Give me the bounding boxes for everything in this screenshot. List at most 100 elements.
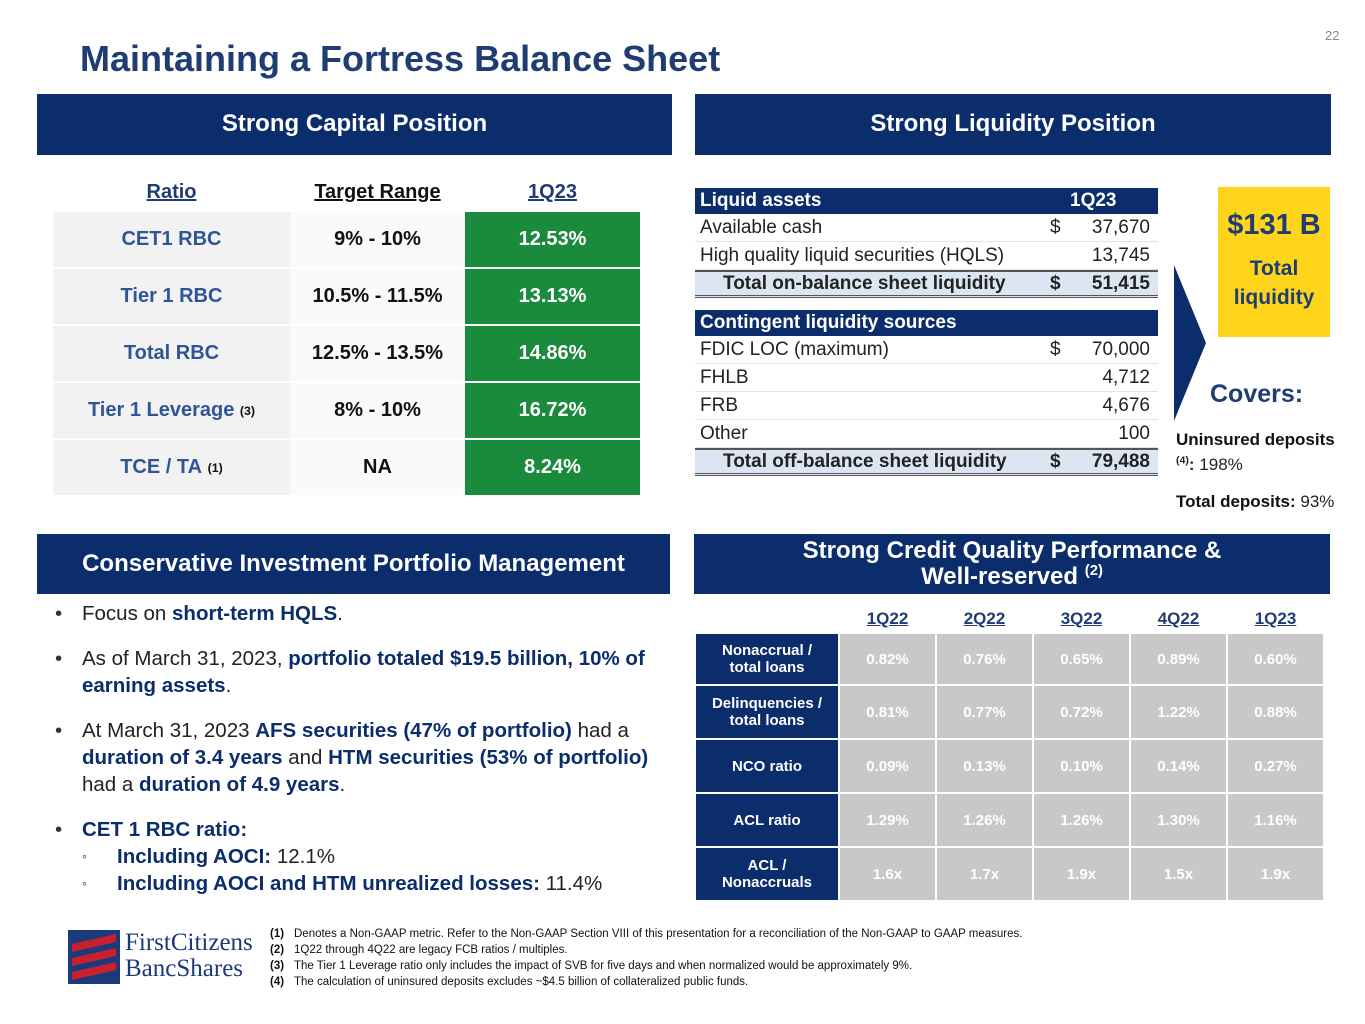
logo-mark bbox=[68, 930, 120, 984]
text: Focus on bbox=[82, 602, 173, 625]
credit-column: 1Q23 bbox=[1254, 609, 1297, 628]
liquidity-label: Total off-balance sheet liquidity bbox=[723, 450, 1007, 472]
credit-value: 0.60% bbox=[1228, 634, 1323, 684]
ratio-name-text: CET1 RBC bbox=[121, 228, 222, 250]
footnote: (3) The Tier 1 Leverage ratio only includ… bbox=[270, 958, 1270, 974]
bullet: CET 1 RBC ratio: bbox=[55, 816, 670, 843]
sub-bullet: Including AOCI: 12.1% bbox=[55, 843, 670, 870]
footnote-num: (1) bbox=[270, 928, 285, 940]
credit-header-text: Strong Credit Quality Performance & Well… bbox=[774, 537, 1250, 591]
covers-sup: (4) bbox=[1176, 454, 1189, 467]
liquid-assets-label: Liquid assets bbox=[700, 190, 822, 211]
logo-stripes bbox=[72, 934, 116, 980]
credit-value: 1.30% bbox=[1131, 794, 1226, 846]
credit-header: Strong Credit Quality Performance & Well… bbox=[694, 534, 1330, 594]
ratio-value: 13.13% bbox=[465, 269, 640, 324]
capital-row: Tier 1 Leverage (3) 8% - 10% 16.72% bbox=[53, 383, 640, 438]
footnote: (2) 1Q22 through 4Q22 are legacy FCB rati… bbox=[270, 942, 1270, 958]
bold-text: CET 1 RBC ratio: bbox=[82, 818, 248, 841]
credit-value: 0.10% bbox=[1034, 740, 1129, 792]
text: . bbox=[337, 602, 343, 625]
text: and bbox=[282, 746, 329, 769]
capital-row: CET1 RBC 9% - 10% 12.53% bbox=[53, 212, 640, 267]
covers-item: Total deposits: 93% bbox=[1176, 489, 1341, 514]
bullet: As of March 31, 2023, portfolio totaled … bbox=[55, 645, 670, 699]
liquidity-label: Available cash bbox=[700, 216, 823, 238]
logo-line1: FirstCitizens bbox=[125, 929, 253, 956]
investment-bullets: Focus on short-term HQLS. As of March 31,… bbox=[55, 600, 670, 897]
liquidity-row: Available cash $37,670 bbox=[695, 214, 1158, 242]
credit-value: 0.82% bbox=[840, 634, 935, 684]
credit-row: ACL / Nonaccruals 1.6x 1.7x 1.9x 1.5x 1.9x bbox=[696, 848, 1336, 900]
covers-title: Covers: bbox=[1210, 380, 1304, 408]
sub-bullet: Including AOCI and HTM unrealized losses… bbox=[55, 870, 670, 897]
text: had a bbox=[82, 773, 139, 796]
liquidity-label: Other bbox=[700, 422, 748, 444]
liquidity-label: Total on-balance sheet liquidity bbox=[723, 272, 1006, 294]
footnote-text: The calculation of uninsured deposits ex… bbox=[294, 976, 749, 988]
covers-value: 198% bbox=[1199, 455, 1243, 474]
credit-value: 0.88% bbox=[1228, 686, 1323, 738]
credit-value: 0.76% bbox=[937, 634, 1032, 684]
credit-value: 1.9x bbox=[1034, 848, 1129, 900]
liquidity-value: 37,670 bbox=[1091, 216, 1150, 238]
credit-value: 1.16% bbox=[1228, 794, 1323, 846]
text: As of March 31, 2023, bbox=[82, 647, 289, 670]
liquidity-label: FRB bbox=[700, 394, 738, 416]
credit-label: ACL ratio bbox=[696, 794, 838, 846]
credit-row: Delinquencies / total loans 0.81% 0.77% 0.7… bbox=[696, 686, 1336, 738]
liquidity-row: FHLB 4,712 bbox=[695, 364, 1158, 392]
credit-row: Nonaccrual / total loans 0.82% 0.76% 0.65% 0… bbox=[696, 634, 1336, 684]
credit-columns: 1Q22 2Q22 3Q22 4Q22 1Q23 bbox=[696, 606, 1336, 632]
credit-label: Nonaccrual / total loans bbox=[696, 634, 838, 684]
bold-text: duration of 4.9 years bbox=[139, 773, 340, 796]
ratio-value: 12.53% bbox=[465, 212, 640, 267]
liquidity-row: High quality liquid securities (HQLS) 13,… bbox=[695, 242, 1158, 270]
capital-header: Strong Capital Position bbox=[37, 94, 672, 155]
liquidity-row: FRB 4,676 bbox=[695, 392, 1158, 420]
liquidity-row: FDIC LOC (maximum) $70,000 bbox=[695, 336, 1158, 364]
credit-row: NCO ratio 0.09% 0.13% 0.10% 0.14% 0.27% bbox=[696, 740, 1336, 792]
bullet: At March 31, 2023 AFS securities (47% of… bbox=[55, 717, 670, 798]
liquidity-value: 4,676 bbox=[1102, 394, 1150, 416]
callout-label: Total liquidity bbox=[1233, 257, 1315, 309]
credit-value: 0.14% bbox=[1131, 740, 1226, 792]
bold-text: portfolio totaled $19.5 billion, 10% of … bbox=[82, 647, 645, 697]
credit-value: 1.5x bbox=[1131, 848, 1226, 900]
credit-value: 0.81% bbox=[840, 686, 935, 738]
credit-label: ACL / Nonaccruals bbox=[696, 848, 838, 900]
footnote-text: Denotes a Non-GAAP metric. Refer to the … bbox=[294, 928, 1023, 940]
contingent-header: Contingent liquidity sources bbox=[695, 310, 1158, 336]
investment-header: Conservative Investment Portfolio Manage… bbox=[37, 534, 670, 594]
target-range: 9% - 10% bbox=[290, 212, 465, 267]
bold-text: Including AOCI and HTM unrealized losses… bbox=[117, 872, 540, 895]
footnote: (1) Denotes a Non-GAAP metric. Refer to t… bbox=[270, 926, 1270, 942]
column-header-text: Target Range bbox=[314, 180, 441, 203]
ratio-name-text: Tier 1 Leverage bbox=[87, 399, 235, 421]
credit-value: 0.89% bbox=[1131, 634, 1226, 684]
liquidity-currency: $ bbox=[1050, 216, 1061, 238]
credit-header-sup: (2) bbox=[1084, 563, 1103, 579]
text: 12.1% bbox=[271, 845, 335, 868]
credit-label: Delinquencies / total loans bbox=[696, 686, 838, 738]
capital-row: TCE / TA (1) NA 8.24% bbox=[53, 440, 640, 495]
covers-list: Uninsured deposits (4): 198% Total deposi… bbox=[1176, 427, 1351, 526]
covers-label: Total deposits: bbox=[1176, 492, 1296, 511]
bold-text: short-term HQLS bbox=[172, 602, 338, 625]
credit-spacer bbox=[696, 606, 838, 632]
column-header-text: Ratio bbox=[146, 180, 197, 203]
footnote-text: The Tier 1 Leverage ratio only includes … bbox=[294, 960, 913, 972]
bold-text: Including AOCI: bbox=[117, 845, 272, 868]
callout: $131 B Total liquidity bbox=[1218, 187, 1330, 337]
target-range: 10.5% - 11.5% bbox=[290, 269, 465, 324]
liquid-assets-header: Liquid assets 1Q23 bbox=[695, 188, 1158, 214]
target-range: 8% - 10% bbox=[290, 383, 465, 438]
liquid-assets-column: 1Q23 bbox=[1070, 190, 1117, 211]
credit-column: 2Q22 bbox=[963, 609, 1006, 628]
bold-text: HTM securities (53% of portfolio) bbox=[328, 746, 649, 769]
liquidity-currency: $ bbox=[1050, 338, 1061, 360]
covers-value: 93% bbox=[1300, 492, 1335, 511]
ratio-name-text: Total RBC bbox=[123, 342, 220, 364]
text: had a bbox=[571, 719, 629, 742]
credit-value: 1.9x bbox=[1228, 848, 1323, 900]
